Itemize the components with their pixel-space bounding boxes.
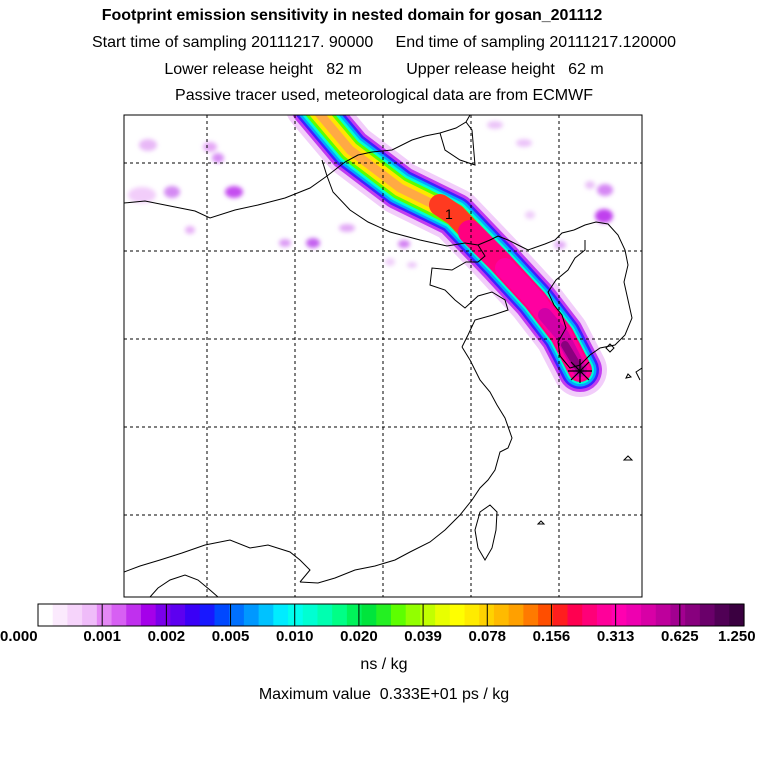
colorbar-swatch: [170, 604, 186, 626]
units-label: ns / kg: [360, 656, 408, 673]
colorbar-swatch: [435, 604, 451, 626]
colorbar-swatch: [52, 604, 69, 626]
tracer-info-line: Passive tracer used, meteorological data…: [175, 87, 593, 104]
colorbar-swatch: [273, 604, 289, 626]
colorbar-swatch: [655, 604, 672, 626]
colorbar-swatch: [111, 604, 127, 626]
colorbar-swatch: [596, 604, 613, 626]
colorbar-swatch: [214, 604, 230, 626]
colorbar-swatch: [626, 604, 642, 626]
map-title: Footprint emission sensitivity in nested…: [101, 7, 603, 24]
colorbar-swatch: [376, 604, 392, 626]
colorbar-swatch: [567, 604, 583, 626]
colorbar-swatch: [538, 604, 554, 626]
colorbar-tick-label: 0.000: [0, 628, 38, 645]
maximum-value-label: Maximum value 0.333E+01 ps / kg: [258, 686, 510, 703]
colorbar-swatch: [126, 604, 142, 626]
release-height-line: Lower release height 82 m Upper release …: [164, 61, 604, 78]
colorbar-swatch: [199, 604, 216, 626]
colorbar-swatch: [82, 604, 98, 626]
map-frame: [123, 114, 643, 598]
colorbar-swatch: [332, 604, 348, 626]
colorbar-swatch: [185, 604, 201, 626]
colorbar-swatch: [670, 604, 686, 626]
colorbar-tick-label: 0.002: [147, 628, 186, 645]
lat-lon-grid: [124, 115, 642, 597]
footprint-plume: [287, 115, 607, 397]
colorbar-tick-label: 0.039: [404, 628, 442, 645]
colorbar-swatch: [714, 604, 730, 626]
colorbar-swatch: [508, 604, 524, 626]
colorbar-swatch: [552, 604, 569, 626]
colorbar-swatch: [405, 604, 422, 626]
colorbar-swatch: [243, 604, 260, 626]
colorbar-swatch: [699, 604, 716, 626]
colorbar-swatch: [302, 604, 319, 626]
colorbar-swatch: [140, 604, 157, 626]
sampling-time-line: Start time of sampling 20111217. 90000 E…: [91, 34, 677, 51]
colorbar-swatch: [420, 604, 436, 626]
colorbar-swatch: [493, 604, 510, 626]
colorbar-swatch: [582, 604, 598, 626]
colorbar-swatch: [67, 604, 83, 626]
colorbar-tick-label: 0.156: [532, 628, 571, 645]
colorbar-tick-label: 0.020: [340, 628, 378, 645]
colorbar-swatch: [391, 604, 407, 626]
receptor-asterisk-icon: [568, 359, 592, 383]
colorbar-swatch: [229, 604, 245, 626]
colorbar-tick-label: 1.250: [718, 628, 756, 645]
colorbar-swatch: [464, 604, 480, 626]
contour-label: 1: [445, 206, 453, 222]
sensitivity-blobs: [128, 121, 613, 268]
colorbar-tick-label: 0.078: [468, 628, 507, 645]
colorbar-swatch: [611, 604, 627, 626]
coastlines: [124, 115, 642, 597]
colorbar-swatch: [361, 604, 377, 626]
colorbar-swatch: [729, 604, 745, 626]
colorbar-swatch: [96, 604, 113, 626]
colorbar-swatch: [685, 604, 701, 626]
colorbar-swatch: [258, 604, 274, 626]
colorbar: [37, 603, 745, 627]
colorbar-swatch: [346, 604, 363, 626]
colorbar-tick-label: 0.625: [661, 628, 699, 645]
colorbar-tick-label: 0.001: [83, 628, 121, 645]
colorbar-tick-label: 0.010: [275, 628, 314, 645]
colorbar-tick-label: 0.005: [211, 628, 250, 645]
colorbar-tick-label: 0.313: [596, 628, 635, 645]
colorbar-swatch: [449, 604, 466, 626]
colorbar-swatch: [288, 604, 304, 626]
colorbar-swatch: [523, 604, 539, 626]
colorbar-swatch: [317, 604, 333, 626]
colorbar-swatch: [155, 604, 171, 626]
colorbar-swatch: [641, 604, 657, 626]
colorbar-swatch: [38, 604, 54, 626]
colorbar-frame: [37, 603, 745, 627]
